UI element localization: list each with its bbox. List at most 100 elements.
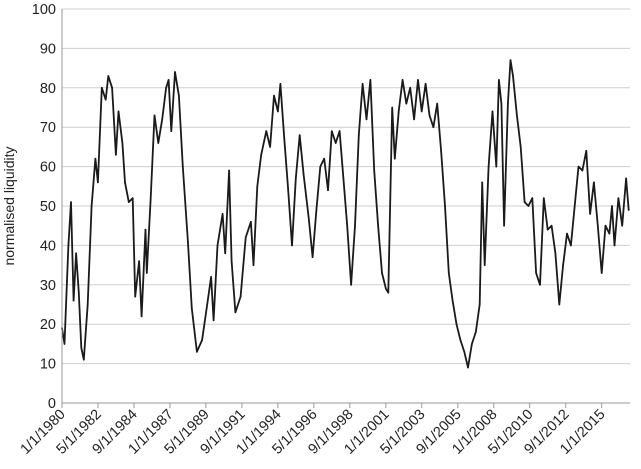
x-axis-ticks: 1/1/19805/1/19829/1/19841/1/19875/1/1989… <box>18 403 609 458</box>
data-point <box>397 110 400 113</box>
data-point <box>539 284 541 286</box>
data-point <box>527 205 530 207</box>
data-point <box>573 205 576 207</box>
data-point <box>228 169 230 172</box>
y-tick-label-70: 70 <box>40 120 56 136</box>
data-point <box>546 228 549 231</box>
data-point <box>134 295 137 298</box>
data-point <box>365 118 368 121</box>
data-point <box>611 205 613 207</box>
data-point <box>256 185 259 188</box>
data-point <box>531 197 534 199</box>
data-point <box>498 79 500 81</box>
data-point <box>283 138 286 140</box>
data-point <box>503 224 505 227</box>
data-point <box>467 366 469 369</box>
data-point <box>140 315 143 318</box>
data-point <box>409 87 412 89</box>
y-tick-label-30: 30 <box>40 278 56 294</box>
data-point <box>178 94 180 97</box>
data-point <box>67 244 70 247</box>
data-point <box>250 220 252 223</box>
data-point <box>350 284 352 286</box>
data-point <box>471 343 473 345</box>
data-point <box>311 256 314 259</box>
data-point <box>613 244 616 247</box>
data-point <box>201 339 203 341</box>
data-point <box>381 272 383 274</box>
data-point <box>463 350 466 353</box>
data-point <box>94 157 97 160</box>
data-point <box>617 197 620 199</box>
data-point <box>72 299 75 302</box>
data-point <box>216 244 219 247</box>
data-point <box>507 102 509 105</box>
series-layer <box>61 59 630 369</box>
data-point <box>331 130 333 132</box>
data-point <box>543 197 545 199</box>
data-point <box>604 224 607 227</box>
data-point <box>323 157 325 160</box>
data-point <box>346 224 349 227</box>
y-tick-label-90: 90 <box>40 41 56 57</box>
data-point <box>385 287 387 290</box>
data-point <box>495 165 498 168</box>
data-point <box>75 252 77 255</box>
data-point <box>377 224 379 227</box>
data-point <box>97 181 99 184</box>
data-point <box>269 146 271 148</box>
data-point <box>260 153 262 156</box>
data-point <box>589 213 591 215</box>
y-axis-ticks: 0 10 20 30 40 50 60 70 80 90 100 <box>32 2 56 412</box>
data-point <box>244 236 247 239</box>
data-point <box>83 358 85 361</box>
data-point <box>221 213 224 215</box>
data-point <box>157 142 160 144</box>
data-point <box>357 134 360 136</box>
data-point <box>77 291 80 294</box>
data-point <box>63 343 66 345</box>
data-point <box>519 146 522 148</box>
data-point <box>187 240 189 243</box>
data-point <box>420 110 423 113</box>
data-point <box>440 150 442 152</box>
data-point <box>165 87 167 89</box>
data-point <box>562 264 564 266</box>
data-point <box>432 126 435 128</box>
data-point <box>600 272 603 274</box>
data-point <box>621 224 624 227</box>
data-point <box>153 114 156 117</box>
data-point <box>161 118 163 121</box>
data-point <box>361 83 364 85</box>
data-point <box>597 224 599 227</box>
data-point <box>127 201 130 203</box>
data-point <box>581 169 584 172</box>
data-point <box>474 331 477 333</box>
data-point <box>448 272 450 274</box>
gridlines <box>62 8 630 365</box>
data-point <box>327 189 329 192</box>
data-point <box>334 142 337 144</box>
data-point <box>101 87 103 89</box>
data-point <box>535 272 537 274</box>
series-line-0 <box>61 59 630 369</box>
data-point <box>206 303 208 306</box>
data-point <box>459 339 462 341</box>
data-point <box>550 224 553 227</box>
data-point <box>558 303 561 306</box>
data-point <box>149 197 152 199</box>
data-point <box>417 79 419 81</box>
y-tick-label-100: 100 <box>32 2 56 18</box>
data-point <box>319 165 322 168</box>
data-point <box>315 209 318 211</box>
data-point <box>230 260 233 262</box>
data-point <box>107 75 110 77</box>
data-point <box>354 224 356 227</box>
data-point <box>138 260 140 262</box>
data-point <box>239 295 242 298</box>
data-point <box>405 102 408 105</box>
data-point <box>117 110 120 113</box>
data-point <box>196 350 198 353</box>
y-tick-label-60: 60 <box>40 160 56 176</box>
